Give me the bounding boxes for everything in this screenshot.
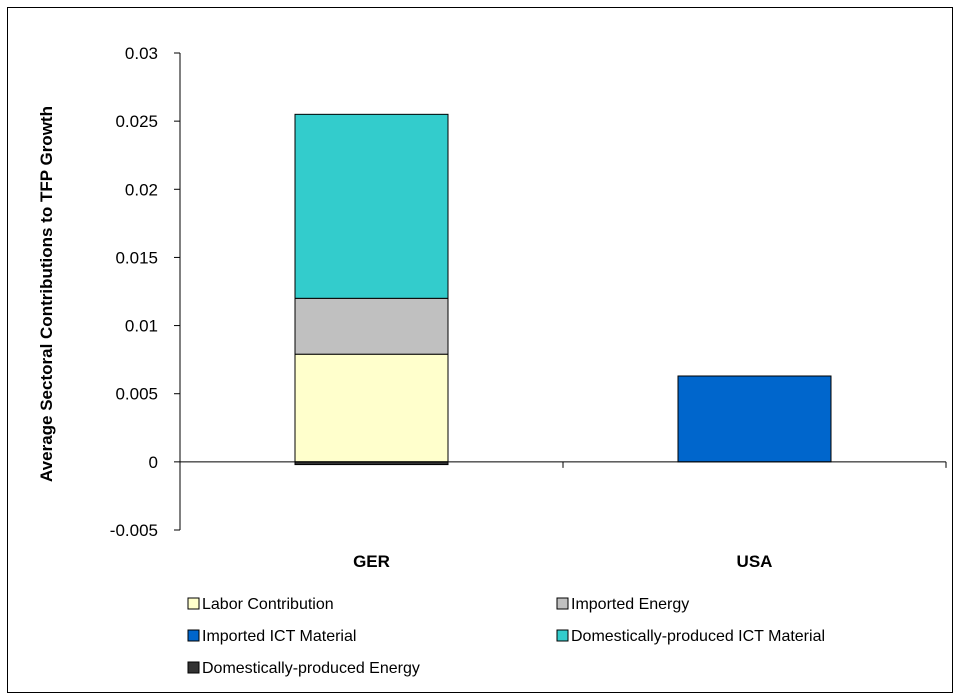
legend-swatch: [187, 597, 200, 610]
chart-frame: [7, 7, 953, 693]
y-tick-label: -0.005: [110, 521, 158, 540]
x-categories-group: GER USA: [179, 461, 947, 571]
y-tick-label: 0.01: [125, 317, 158, 336]
legend-label: Labor Contribution: [202, 596, 334, 613]
legend-swatch: [556, 629, 569, 642]
bars-group: [294, 113, 832, 466]
y-tick-label: 0.025: [115, 112, 158, 131]
y-tick-label: 0.005: [115, 385, 158, 404]
bar-segment: [677, 375, 832, 463]
y-tick-label: 0: [149, 453, 158, 472]
legend-label: Imported ICT Material: [202, 628, 356, 645]
bar-segment: [294, 353, 449, 463]
y-tick-label: 0.02: [125, 180, 158, 199]
legend-label: Domestically-produced Energy: [202, 660, 420, 677]
legend: Labor Contribution Imported Energy Importe…: [187, 596, 825, 677]
bar-segment: [294, 113, 449, 299]
bar-segment: [294, 297, 449, 355]
y-axis-title: Average Sectoral Contributions to TFP Gr…: [37, 106, 56, 482]
legend-swatch: [187, 661, 200, 674]
legend-label: Imported Energy: [571, 596, 689, 613]
y-tick-label: 0.015: [115, 248, 158, 267]
legend-label: Domestically-produced ICT Material: [571, 628, 825, 645]
legend-swatch: [556, 597, 569, 610]
legend-swatch: [187, 629, 200, 642]
x-category-label: USA: [737, 552, 773, 571]
y-ticks-group: -0.005 0 0.005 0.01 0.015 0.02 0.025 0.03: [110, 44, 180, 540]
x-category-label: GER: [353, 552, 390, 571]
y-tick-label: 0.03: [125, 44, 158, 63]
